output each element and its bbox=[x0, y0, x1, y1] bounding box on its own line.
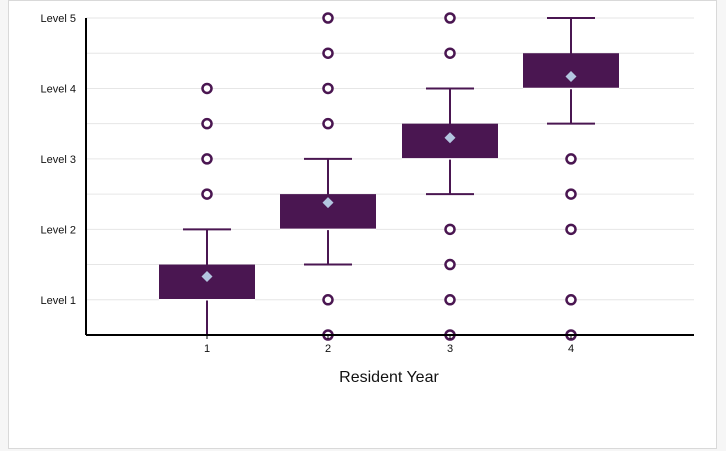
box-group-year-1 bbox=[159, 82, 255, 336]
mean-marker bbox=[201, 271, 213, 283]
y-tick-label: Level 3 bbox=[41, 154, 76, 166]
y-tick-label: Level 1 bbox=[41, 295, 76, 307]
outlier-point bbox=[444, 12, 456, 24]
mean-marker bbox=[565, 70, 577, 82]
box-group-year-4 bbox=[523, 17, 619, 341]
outlier-point bbox=[322, 47, 334, 59]
outlier-point bbox=[201, 117, 213, 130]
mean-marker bbox=[322, 197, 334, 209]
outlier-point bbox=[444, 47, 456, 59]
outlier-point bbox=[322, 294, 334, 306]
y-tick-label: Level 4 bbox=[41, 83, 76, 95]
outlier-point bbox=[565, 294, 577, 306]
outlier-point bbox=[322, 12, 334, 24]
y-axis-ticks: Level 1 Level 2 Level 3 Level 4 Level 5 bbox=[41, 13, 76, 307]
outlier-point bbox=[201, 188, 213, 200]
mean-marker bbox=[444, 132, 456, 144]
x-tick-label: 2 bbox=[325, 343, 331, 355]
axes bbox=[85, 18, 694, 336]
x-tick-label: 1 bbox=[204, 343, 210, 355]
outlier-point bbox=[322, 117, 334, 130]
outlier-point bbox=[322, 82, 334, 95]
x-axis-ticks: 1 2 3 4 bbox=[204, 335, 574, 355]
box-group-year-3 bbox=[402, 12, 498, 341]
outlier-point bbox=[565, 223, 577, 236]
iqr-box bbox=[523, 53, 619, 89]
outlier-point bbox=[444, 294, 456, 306]
outlier-point bbox=[565, 188, 577, 200]
outlier-point bbox=[565, 153, 577, 165]
outlier-point bbox=[444, 223, 456, 236]
iqr-box bbox=[159, 264, 255, 300]
x-tick-label: 4 bbox=[568, 343, 574, 355]
outlier-point bbox=[201, 153, 213, 165]
outlier-point bbox=[201, 82, 213, 95]
box-plot-series bbox=[159, 12, 619, 341]
y-tick-label: Level 5 bbox=[41, 13, 76, 25]
outlier-point bbox=[444, 258, 456, 271]
x-tick-label: 3 bbox=[447, 343, 453, 355]
x-axis-title: Resident Year bbox=[339, 369, 439, 386]
box-group-year-2 bbox=[280, 12, 376, 341]
y-tick-label: Level 2 bbox=[41, 224, 76, 236]
